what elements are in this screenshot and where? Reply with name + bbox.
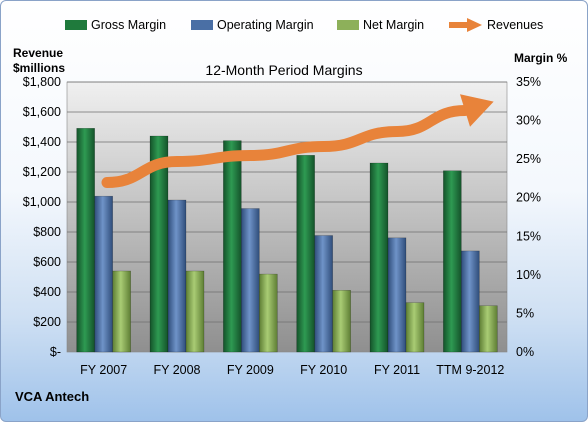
bar-net-margin: [405, 302, 425, 353]
y2-tick-label: 15%: [516, 229, 541, 243]
bar-gross-margin: [223, 140, 242, 353]
legend-swatch-gross-margin: [65, 20, 87, 30]
bar-operating-margin: [94, 195, 113, 353]
legend-swatch-net-margin: [337, 20, 359, 30]
y2-axis-ticks: 0% 5% 10% 15% 20% 25% 30% 35%: [516, 75, 541, 359]
y-tick-label: $800: [33, 225, 61, 239]
bar-gross-margin: [76, 128, 95, 353]
bar-gross-margin: [296, 155, 315, 353]
plot-area: [66, 81, 508, 353]
y-tick-label: $400: [33, 285, 61, 299]
bar-net-margin: [479, 305, 498, 353]
revenue-arrowhead-icon: [459, 94, 494, 127]
bar-gross-margin: [443, 170, 462, 353]
legend-label-revenues: Revenues: [487, 18, 543, 32]
revenue-trend-line: [101, 105, 471, 188]
y-tick-label: $1,000: [23, 195, 61, 209]
bar-net-margin: [332, 290, 351, 353]
bar-net-margin: [112, 270, 131, 353]
x-tick-label: FY 2007: [80, 363, 127, 377]
x-tick-label: FY 2008: [153, 363, 200, 377]
legend-swatch-operating-margin: [191, 20, 213, 30]
bar-net-margin: [259, 273, 278, 353]
legend: Gross Margin Operating Margin Net Margin…: [65, 18, 543, 32]
legend-label-gross-margin: Gross Margin: [91, 18, 166, 32]
y2-tick-label: 0%: [516, 345, 534, 359]
bar-operating-margin: [461, 250, 480, 353]
bar-operating-margin: [387, 237, 407, 353]
x-tick-label: TTM 9-2012: [436, 363, 504, 377]
y-tick-label: $-: [50, 345, 61, 359]
x-tick-label: FY 2009: [227, 363, 274, 377]
y-tick-label: $1,200: [23, 165, 61, 179]
y2-tick-label: 25%: [516, 152, 541, 166]
y-tick-label: $1,600: [23, 105, 61, 119]
y2-tick-label: 35%: [516, 75, 541, 89]
y2-axis-title: Margin %: [514, 51, 568, 65]
revenue-trend: [101, 94, 494, 188]
bar-gross-margin: [369, 162, 389, 353]
y2-tick-label: 5%: [516, 306, 534, 320]
y-tick-label: $1,400: [23, 135, 61, 149]
legend-label-net-margin: Net Margin: [363, 18, 424, 32]
y-tick-label: $200: [33, 315, 61, 329]
y-tick-label: $1,800: [23, 75, 61, 89]
y2-tick-label: 20%: [516, 191, 541, 205]
legend-arrowhead-icon: [467, 18, 482, 32]
y-axis-ticks: $- $200 $400 $600 $800 $1,000 $1,200 $1,400 $1,6…: [23, 75, 61, 359]
y-axis-title-line1: Revenue: [13, 46, 63, 60]
x-axis-ticks: FY 2007 FY 2008 FY 2009 FY 2010 FY 2011 TTM 9…: [80, 363, 504, 377]
bar-operating-margin: [167, 199, 187, 353]
x-tick-label: FY 2011: [374, 363, 420, 377]
chart-title: 12-Month Period Margins: [205, 62, 362, 78]
company-name: VCA Antech: [15, 389, 90, 404]
y-tick-label: $600: [33, 255, 61, 269]
y-axis-title-line2: $millions: [13, 61, 65, 75]
bar-net-margin: [185, 270, 205, 353]
legend-label-operating-margin: Operating Margin: [217, 18, 314, 32]
x-tick-label: FY 2010: [300, 363, 347, 377]
bar-series: [76, 128, 498, 353]
y2-tick-label: 10%: [516, 268, 541, 282]
y2-tick-label: 30%: [516, 114, 541, 128]
bar-operating-margin: [314, 235, 333, 353]
bar-operating-margin: [241, 208, 260, 353]
